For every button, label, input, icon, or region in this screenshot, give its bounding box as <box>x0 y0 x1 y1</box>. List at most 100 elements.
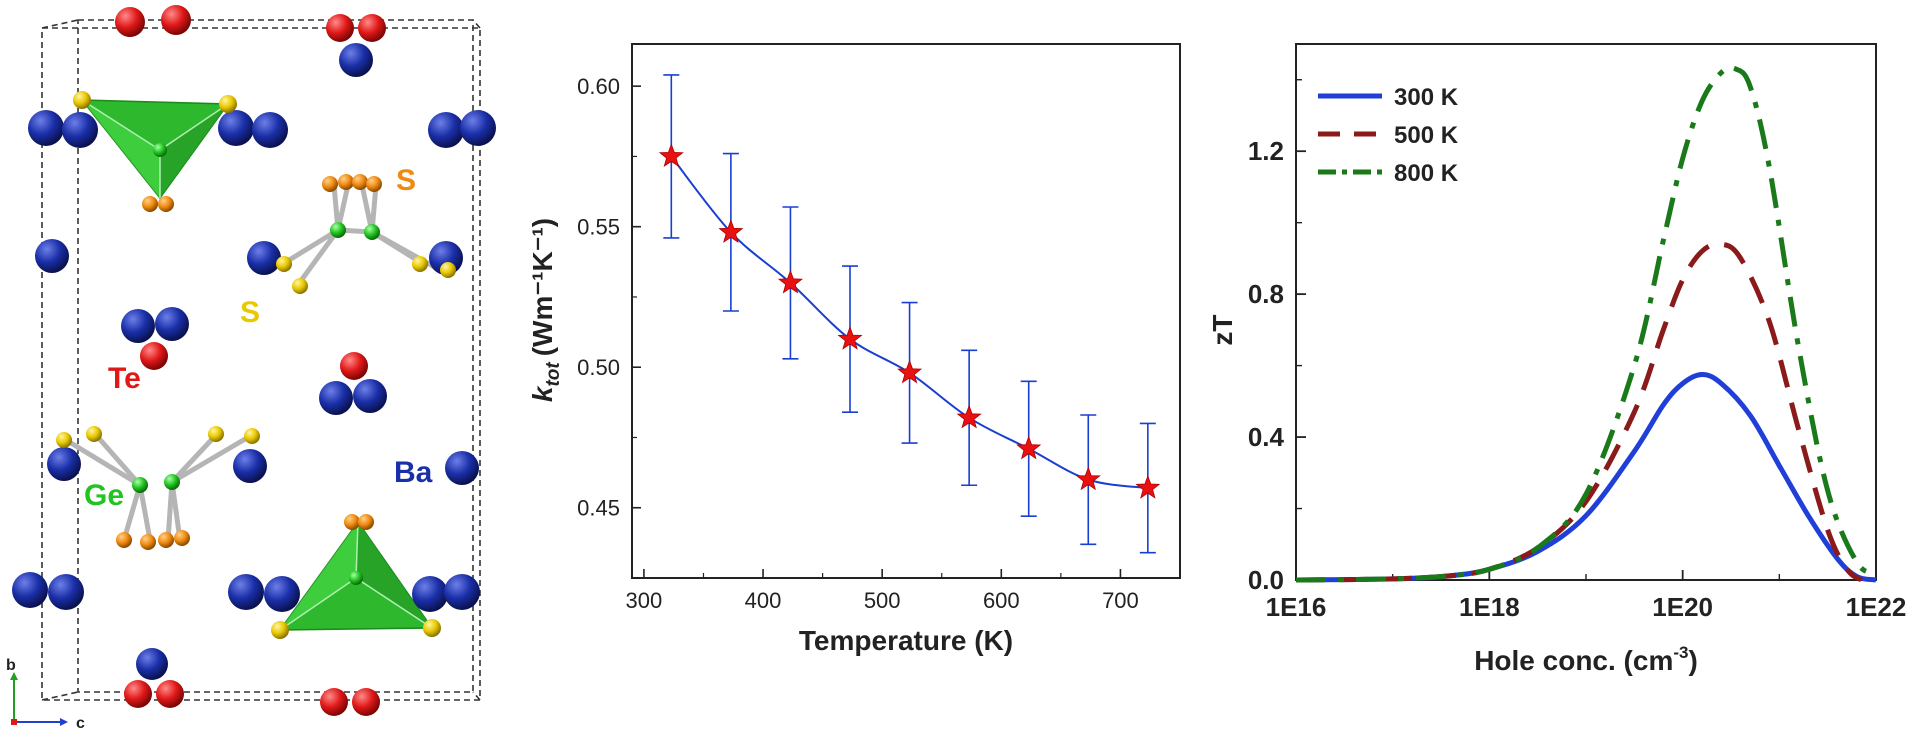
barium-atom <box>460 110 496 146</box>
sulfur-atom <box>116 532 132 548</box>
atom-label-ge: Ge <box>84 479 124 512</box>
atom-label-s-left: S <box>240 296 260 329</box>
chart1-xlabel: Temperature (K) <box>799 625 1013 656</box>
chart1-ytick-label: 0.50 <box>577 355 620 380</box>
sulfur-atom <box>358 514 374 530</box>
barium-atom <box>445 451 479 485</box>
chart1-plot-frame <box>631 43 1181 579</box>
barium-atom <box>247 241 281 275</box>
chart2-ticks: 1E16 1E18 1E20 1E22 0.0 0.4 0.8 1.2 <box>1248 79 1906 622</box>
chart2-series <box>1295 65 1878 583</box>
chart1-xtick-label: 600 <box>983 588 1020 613</box>
thermal-conductivity-chart: 300 400 500 600 700 0.45 0.50 0.55 0.60 Temperat… <box>527 43 1181 656</box>
barium-atom <box>444 574 480 610</box>
sulfur-atom <box>140 534 156 550</box>
chart1-data-point <box>837 325 863 350</box>
chart2-legend-label: 300 K <box>1394 84 1459 111</box>
sulfur-atom <box>423 619 441 637</box>
barium-atom <box>252 112 288 148</box>
chart2-legend-label: 500 K <box>1394 122 1459 149</box>
chart2-series-line <box>1295 241 1863 583</box>
chart1-data-point <box>956 404 982 429</box>
chart1-data-point <box>658 143 684 168</box>
chart1-xtick-label: 400 <box>745 588 782 613</box>
chart1-data-point <box>1075 466 1101 491</box>
zt-chart: 1E16 1E18 1E20 1E22 0.0 0.4 0.8 1.2 300 K 500 K 8… <box>1207 43 1906 676</box>
chart1-ylabel-main: k <box>527 385 558 402</box>
chart2-xtick-label: 1E16 <box>1266 592 1327 622</box>
sulfur-atom <box>244 428 260 444</box>
sulfur-atom <box>158 196 174 212</box>
barium-atom <box>62 112 98 148</box>
sulfur-atom <box>352 174 368 190</box>
barium-atom <box>353 379 387 413</box>
chart1-data-point <box>897 359 923 384</box>
tellurium-atom <box>340 352 368 380</box>
barium-atom <box>155 307 189 341</box>
chart2-xtick-label: 1E18 <box>1459 592 1520 622</box>
barium-atom <box>339 43 373 77</box>
chart2-xlabel: Hole conc. (cm-3) <box>1474 643 1698 676</box>
chart1-ylabel: ktot (Wm⁻¹K⁻¹) <box>527 218 564 402</box>
chart1-ytick-label: 0.45 <box>577 496 620 521</box>
chart2-ytick-label: 0.0 <box>1248 565 1284 595</box>
germanium-atom <box>330 222 346 238</box>
chart1-data-point <box>1135 474 1161 499</box>
chart2-ytick-label: 1.2 <box>1248 136 1284 166</box>
unit-cell-outline <box>41 19 481 701</box>
sulfur-atom <box>219 95 237 113</box>
sulfur-atom <box>208 426 224 442</box>
barium-atom <box>233 449 267 483</box>
germanium-atom <box>153 143 167 157</box>
barium-atom <box>412 576 448 612</box>
chart2-xlabel-main: Hole conc. (cm <box>1474 645 1673 676</box>
chart1-ticks: 300 400 500 600 700 0.45 0.50 0.55 0.60 <box>577 74 1139 613</box>
chart2-xlabel-end: ) <box>1688 645 1697 676</box>
sulfur-atom <box>440 262 456 278</box>
barium-atom <box>12 572 48 608</box>
chart1-data-point <box>777 269 804 294</box>
atom-label-s-top: S <box>396 164 416 197</box>
sulfur-atom <box>142 196 158 212</box>
chart1-xtick-label: 500 <box>864 588 901 613</box>
chart1-xtick-label: 700 <box>1102 588 1139 613</box>
germanium-atom <box>132 477 148 493</box>
barium-atom <box>47 447 81 481</box>
barium-atom <box>319 381 353 415</box>
sulfur-atom <box>56 432 72 448</box>
barium-atom <box>218 110 254 146</box>
chart1-data-point <box>718 219 744 243</box>
crystal-axis-indicator: b c <box>6 657 85 732</box>
barium-atom <box>428 112 464 148</box>
sulfur-atom <box>276 256 292 272</box>
chart2-series-line <box>1295 371 1877 583</box>
germanium-atom <box>164 474 180 490</box>
germanium-atom <box>364 224 380 240</box>
sulfur-atom <box>344 514 360 530</box>
chart1-error-bars <box>663 74 1156 554</box>
tellurium-atom <box>320 688 348 716</box>
barium-atom <box>48 574 84 610</box>
chart1-ylabel-unit: (Wm⁻¹K⁻¹) <box>527 218 558 356</box>
tellurium-atom <box>161 5 191 35</box>
sulfur-atom <box>86 426 102 442</box>
tellurium-atom <box>124 680 152 708</box>
barium-atom <box>264 576 300 612</box>
tellurium-atom <box>358 14 386 42</box>
chart1-ytick-label: 0.55 <box>577 215 620 240</box>
tellurium-atom <box>352 688 380 716</box>
chart1-xtick-label: 300 <box>626 588 663 613</box>
sulfur-atom <box>174 530 190 546</box>
crystal-structure-panel: Te S S Ge Ba b c <box>6 5 496 732</box>
sulfur-atom <box>292 278 308 294</box>
chart1-points <box>658 143 1161 499</box>
barium-atom <box>28 110 64 146</box>
chart1-ytick-label: 0.60 <box>577 74 620 99</box>
germanium-atom <box>349 571 363 585</box>
sulfur-atom <box>366 176 382 192</box>
axis-b-label: b <box>6 657 16 674</box>
chart2-ytick-label: 0.8 <box>1248 279 1284 309</box>
sulfur-atom <box>158 532 174 548</box>
chart1-ylabel-sub: tot <box>543 362 564 387</box>
